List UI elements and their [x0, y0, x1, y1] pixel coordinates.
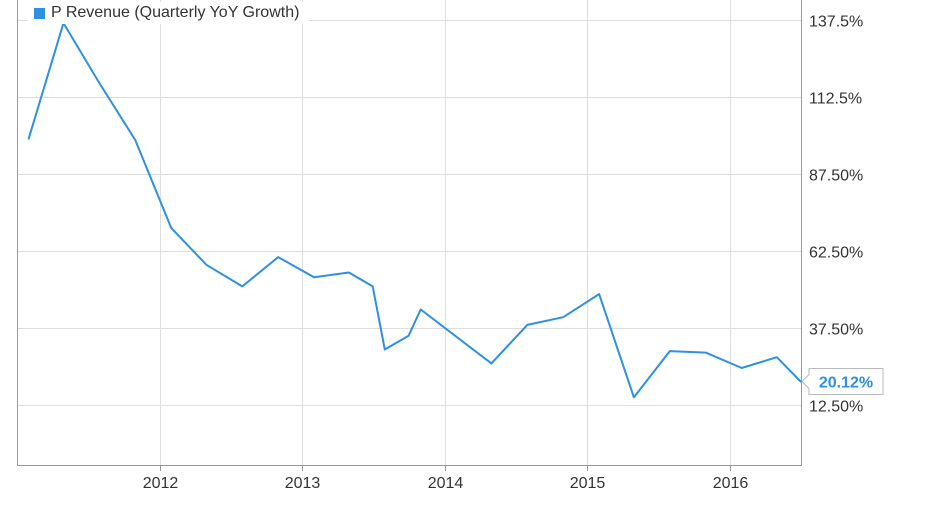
series-layer: [27, 22, 802, 399]
series-line: [27, 22, 802, 399]
y-tick-label: 137.5%: [809, 14, 863, 31]
chart-legend: P Revenue (Quarterly YoY Growth): [28, 2, 310, 24]
x-tick-label: 2015: [570, 475, 606, 492]
y-tick-label: 112.5%: [809, 91, 862, 108]
y-tick-label: 37.50%: [809, 322, 863, 339]
last-value-label: 20.12%: [819, 374, 873, 391]
y-tick-label: 12.50%: [809, 399, 863, 416]
legend-swatch: [34, 7, 45, 19]
y-tick-label: 62.50%: [809, 245, 863, 262]
y-tick-label: 87.50%: [809, 168, 863, 185]
axis-layer: [17, 0, 802, 471]
x-tick-label: 2014: [428, 475, 464, 492]
x-tick-label: 2013: [285, 475, 321, 492]
x-tick-label: 2016: [713, 475, 749, 492]
grid-layer: [17, 0, 801, 465]
last-value-box: [801, 368, 884, 395]
x-tick-label: 2012: [143, 475, 179, 492]
legend-label: P Revenue (Quarterly YoY Growth): [51, 4, 300, 21]
label-layer: 12.50% 37.50% 62.50% 87.50% 112.5% 137.5% 2012…: [143, 14, 884, 492]
